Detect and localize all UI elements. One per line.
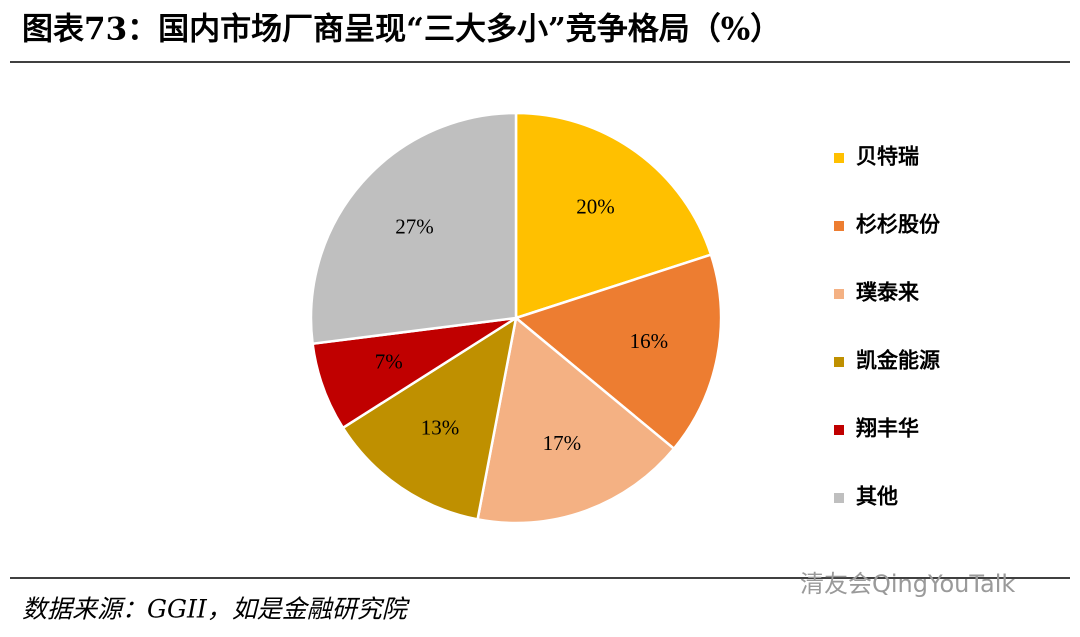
legend-label: 璞泰来	[856, 280, 920, 305]
data-label: 7%	[375, 350, 403, 374]
pie-slice	[341, 315, 518, 521]
data-label: 17%	[543, 431, 582, 455]
legend-swatch	[834, 425, 844, 435]
legend-label: 凯金能源	[856, 348, 940, 373]
legend-label: 翔丰华	[856, 416, 919, 441]
legend-label: 杉杉股份	[856, 212, 941, 237]
legend-label: 其他	[856, 484, 898, 509]
legend-swatch	[834, 493, 844, 503]
legend-swatch	[834, 153, 844, 163]
data-label: 13%	[421, 416, 460, 440]
chart-title: 图表73：国内市场厂商呈现“三大多小”竞争格局（%）	[22, 12, 781, 48]
legend-swatch	[834, 357, 844, 367]
legend-label: 贝特瑞	[856, 144, 919, 169]
data-label: 27%	[395, 214, 434, 238]
pie-slice	[309, 111, 518, 346]
pie-slice	[513, 253, 723, 451]
legend-swatch	[834, 221, 844, 231]
pie-slice	[476, 315, 676, 525]
data-label: 20%	[576, 194, 615, 218]
pie-slice	[514, 111, 713, 320]
legend-swatch	[834, 289, 844, 299]
source: 数据来源：GGII，如是金融研究院	[22, 595, 411, 624]
watermark: 清友会QingYouTalk	[800, 570, 1015, 598]
data-label: 16%	[630, 329, 669, 353]
